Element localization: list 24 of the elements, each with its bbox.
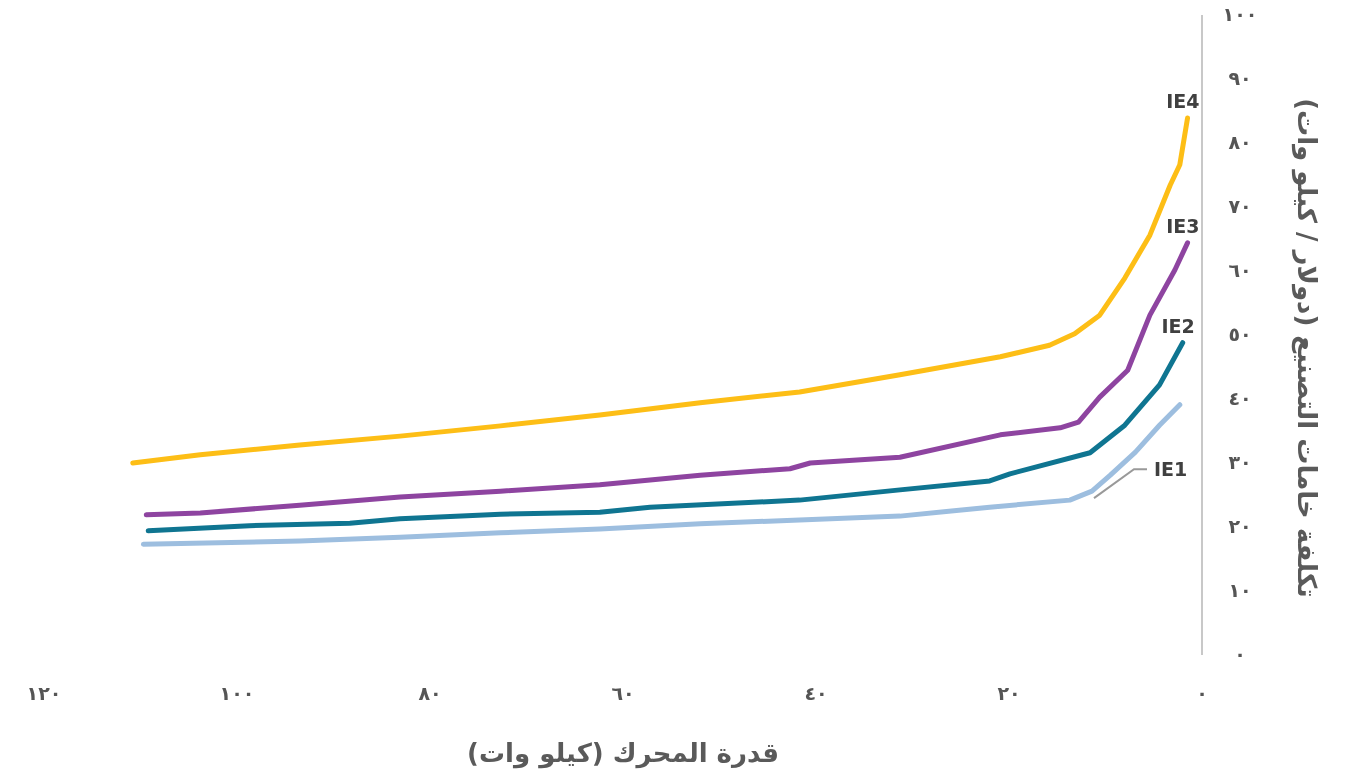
y-tick-label: ٩٠ xyxy=(1228,67,1252,89)
y-tick-label: ٢٠ xyxy=(1228,515,1252,537)
y-tick-label: ٥٠ xyxy=(1228,323,1252,345)
y-tick-label: ٨٠ xyxy=(1228,131,1252,153)
y-tick-label: ٤٠ xyxy=(1228,387,1252,409)
x-tick-label: ٦٠ xyxy=(611,682,635,704)
x-tick-label: ٤٠ xyxy=(804,682,828,704)
y-tick-label: ١٠ xyxy=(1228,579,1252,601)
x-tick-label: ٢٠ xyxy=(997,682,1021,704)
series-label: IE1 xyxy=(1153,458,1188,481)
y-tick-label: ٠ xyxy=(1234,643,1246,665)
x-tick-label: ١٢٠ xyxy=(26,682,62,704)
y-tick-label: ٣٠ xyxy=(1228,451,1252,473)
y-tick-label: ٦٠ xyxy=(1228,259,1252,281)
x-tick-label: ٨٠ xyxy=(418,682,442,704)
series-label: IE2 xyxy=(1161,314,1195,337)
series-label: IE4 xyxy=(1166,90,1200,113)
x-tick-label: ١٠٠ xyxy=(219,682,255,704)
y-tick-label: ٧٠ xyxy=(1228,195,1252,217)
x-tick-label: ٠ xyxy=(1196,682,1208,704)
y-axis-title: تكلفة خامات التصنيع (دولار / كيلو وات) xyxy=(1291,98,1322,598)
y-tick-label: ١٠٠ xyxy=(1222,3,1258,25)
series-label: IE3 xyxy=(1166,214,1200,237)
x-axis-title: قدرة المحرك (كيلو وات) xyxy=(467,738,779,769)
